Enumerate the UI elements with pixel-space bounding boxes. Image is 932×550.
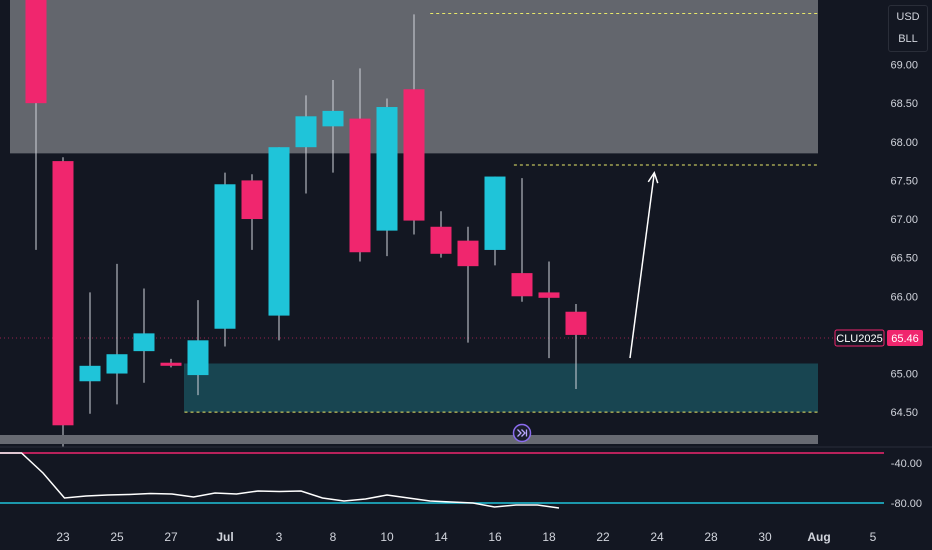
candle-body <box>484 176 506 250</box>
x-tick-label: 3 <box>276 530 283 544</box>
y-tick-label: 66.00 <box>890 291 918 303</box>
candle-body <box>160 362 182 366</box>
candle[interactable] <box>241 174 263 250</box>
candle-body <box>430 226 452 254</box>
candle[interactable] <box>376 98 398 257</box>
unit-label[interactable]: BLL <box>898 33 918 45</box>
candle[interactable] <box>403 14 425 235</box>
candle[interactable] <box>187 300 209 396</box>
oscillator-pane: -40.00 -80.00 <box>0 452 922 510</box>
x-tick-label: 16 <box>488 530 502 544</box>
x-tick-label: 14 <box>434 530 448 544</box>
candle-body <box>79 365 101 382</box>
arrow-head <box>647 170 659 184</box>
x-tick-label: Jul <box>216 530 233 544</box>
candle-body <box>511 273 533 297</box>
x-tick-label: 23 <box>56 530 70 544</box>
x-tick-label: Aug <box>807 530 830 544</box>
candle[interactable] <box>565 304 587 389</box>
candle-body <box>25 0 47 104</box>
y-tick-label: 68.50 <box>890 98 918 110</box>
x-tick-label: 8 <box>330 530 337 544</box>
candle[interactable] <box>295 95 317 194</box>
axis-band <box>0 435 818 444</box>
candle[interactable] <box>430 211 452 258</box>
candle[interactable] <box>538 261 560 359</box>
candle-body <box>376 107 398 231</box>
guide-lines-layer <box>184 13 818 413</box>
candles-layer[interactable] <box>25 0 587 447</box>
candle[interactable] <box>349 68 371 262</box>
x-tick-label: 25 <box>110 530 124 544</box>
oscillator-tick-label: -40.00 <box>891 458 922 470</box>
demand-zone <box>184 363 818 413</box>
x-tick-label: 18 <box>542 530 556 544</box>
y-tick-label: 66.50 <box>890 253 918 265</box>
y-tick-label: 67.50 <box>890 175 918 187</box>
candle-body <box>457 240 479 267</box>
price-badge: CLU2025 65.46 <box>834 329 923 347</box>
currency-label[interactable]: USD <box>896 11 920 23</box>
arrow-shaft <box>629 172 656 359</box>
candle[interactable] <box>133 288 155 383</box>
candle-body <box>187 340 209 376</box>
candle-body <box>241 180 263 220</box>
candle-body <box>52 161 74 426</box>
candle-body <box>268 147 290 316</box>
y-tick-label: 68.00 <box>890 137 918 149</box>
candle-body <box>403 89 425 221</box>
candle[interactable] <box>160 358 182 368</box>
candle-body <box>133 333 155 352</box>
x-axis[interactable]: 23 25 27 Jul 3 8 10 14 16 18 22 24 28 30 Aug 5 <box>56 530 876 544</box>
candle[interactable] <box>25 0 47 250</box>
candle[interactable] <box>106 263 128 405</box>
y-tick-label: 65.00 <box>890 369 918 381</box>
candle[interactable] <box>79 292 101 414</box>
y-tick-label: 64.50 <box>890 407 918 419</box>
fast-forward-circle-icon[interactable] <box>512 423 532 443</box>
price-badge-symbol: CLU2025 <box>836 333 882 345</box>
x-tick-label: 22 <box>596 530 610 544</box>
oscillator-tick-label: -80.00 <box>891 498 922 510</box>
x-tick-label: 27 <box>164 530 178 544</box>
candle[interactable] <box>511 178 533 302</box>
y-tick-label: 67.00 <box>890 214 918 226</box>
candle[interactable] <box>268 147 290 341</box>
candle[interactable] <box>52 157 74 447</box>
candle[interactable] <box>322 79 344 173</box>
candle-body <box>349 118 371 253</box>
candle[interactable] <box>214 172 236 347</box>
candle-body <box>322 110 344 127</box>
price-badge-value-bg <box>887 330 923 346</box>
x-tick-label: 28 <box>704 530 718 544</box>
candle-body <box>538 292 560 298</box>
x-tick-label: 24 <box>650 530 664 544</box>
candle[interactable] <box>484 176 506 266</box>
currency-unit-box[interactable]: USD BLL <box>888 5 928 52</box>
candle-body <box>295 116 317 148</box>
x-tick-label: 10 <box>380 530 394 544</box>
candle-body <box>214 184 236 329</box>
candle-body <box>565 311 587 335</box>
x-tick-label: 5 <box>870 530 877 544</box>
candle[interactable] <box>457 226 479 343</box>
price-badge-value: 65.46 <box>891 333 919 345</box>
x-tick-label: 30 <box>758 530 772 544</box>
projection-arrow-layer <box>629 170 659 359</box>
oscillator-line <box>0 452 560 509</box>
candle-body <box>106 354 128 374</box>
price-badge-symbol-bg <box>834 329 885 347</box>
y-tick-label: 69.00 <box>890 60 918 72</box>
